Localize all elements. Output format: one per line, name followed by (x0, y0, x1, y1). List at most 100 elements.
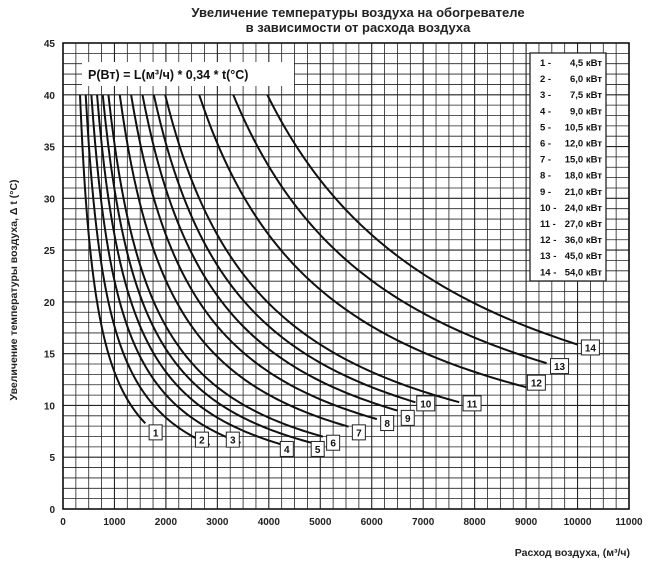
legend-label: 15,0 кВт (565, 155, 603, 166)
curve-label-12: 12 (526, 374, 546, 391)
legend-label: 9,0 кВт (570, 106, 602, 117)
chart-title-line1: Увеличение температуры воздуха на обогре… (191, 5, 524, 20)
curve-label-3: 3 (225, 431, 240, 448)
curve-10 (152, 94, 416, 404)
legend-number: 3 - (540, 90, 551, 101)
legend-label: 10,5 кВт (565, 122, 603, 133)
legend-label: 12,0 кВт (565, 139, 603, 150)
curve-7 (118, 94, 349, 428)
curve-label-text: 13 (554, 362, 566, 373)
x-axis-label: Расход воздуха, (м³/ч) (515, 547, 630, 559)
x-tick-label: 11000 (615, 517, 643, 528)
legend-label: 7,5 кВт (570, 90, 602, 101)
x-tick-label: 4000 (258, 517, 281, 528)
legend-entry-12: 12 - 36,0 кВт (540, 235, 602, 246)
legend-number: 7 - (540, 155, 551, 166)
curve-label-text: 12 (531, 379, 543, 390)
legend-entry-11: 11 - 27,0 кВт (540, 219, 602, 230)
curves (79, 94, 578, 447)
legend-number: 6 - (540, 139, 551, 150)
x-tick-label: 2000 (155, 517, 178, 528)
y-tick-label: 25 (44, 246, 56, 257)
legend-label: 21,0 кВт (565, 187, 603, 198)
y-tick-label: 10 (44, 401, 56, 412)
curve-label-text: 1 (153, 428, 159, 439)
curve-label-text: 10 (420, 399, 432, 410)
legend: 1 - 4,5 кВт 2 - 6,0 кВт 3 - 7,5 кВт 4 - 9,0 кВт… (529, 52, 607, 282)
legend-number: 11 - (540, 219, 556, 230)
curve-label-14: 14 (580, 339, 600, 356)
y-tick-label: 0 (49, 505, 55, 516)
y-axis-label: Увеличение температуры воздуха, Δ t (°С) (8, 179, 20, 400)
legend-label: 24,0 кВт (565, 203, 603, 214)
curve-label-5: 5 (310, 440, 325, 457)
curve-label-7: 7 (351, 424, 366, 441)
x-tick-label: 10000 (564, 517, 592, 528)
curve-9 (141, 94, 398, 412)
legend-entry-1: 1 - 4,5 кВт (540, 58, 602, 69)
curve-label-text: 9 (405, 414, 411, 425)
legend-entry-10: 10 - 24,0 кВт (540, 203, 602, 214)
curve-6 (107, 94, 324, 438)
curve-label-10: 10 (416, 395, 436, 412)
curve-label-2: 2 (194, 431, 209, 448)
curve-11 (164, 94, 460, 404)
x-tick-label: 6000 (361, 517, 384, 528)
curve-label-text: 7 (356, 428, 362, 439)
curve-3 (90, 94, 241, 444)
formula-box: P(Вт) = L(м³/ч) * 0,34 * t(°С) (82, 62, 294, 86)
x-tick-label: 5000 (309, 517, 332, 528)
legend-label: 45,0 кВт (565, 251, 603, 262)
curve-1 (79, 94, 147, 425)
curve-label-text: 8 (384, 419, 390, 430)
curve-label-1: 1 (148, 424, 163, 441)
legend-number: 13 - (540, 251, 556, 262)
curve-5 (101, 94, 316, 445)
legend-entry-4: 4 - 9,0 кВт (540, 106, 602, 117)
legend-number: 2 - (540, 74, 551, 85)
legend-number: 5 - (540, 122, 551, 133)
curve-label-13: 13 (550, 358, 570, 375)
legend-entry-2: 2 - 6,0 кВт (540, 74, 602, 85)
curve-12 (198, 94, 527, 389)
legend-number: 1 - (540, 58, 551, 69)
curve-label-text: 2 (199, 436, 205, 447)
legend-entry-9: 9 - 21,0 кВт (540, 187, 602, 198)
legend-label: 54,0 кВт (565, 267, 603, 278)
curve-8 (130, 94, 378, 421)
legend-entry-5: 5 - 10,5 кВт (540, 122, 602, 133)
legend-entry-14: 14 - 54,0 кВт (540, 267, 602, 278)
formula-text: P(Вт) = L(м³/ч) * 0,34 * t(°С) (88, 68, 248, 82)
y-tick-label: 30 (44, 194, 56, 205)
y-tick-label: 45 (44, 39, 56, 50)
curve-14 (266, 94, 578, 346)
legend-entry-8: 8 - 18,0 кВт (540, 171, 602, 182)
curve-label-text: 4 (284, 445, 290, 456)
x-tick-label: 9000 (515, 517, 538, 528)
legend-entry-7: 7 - 15,0 кВт (540, 155, 602, 166)
curve-label-text: 6 (330, 439, 336, 450)
curve-label-8: 8 (380, 415, 395, 432)
x-tick-label: 3000 (206, 517, 229, 528)
y-tick-label: 5 (49, 453, 55, 464)
y-tick-label: 35 (44, 143, 56, 154)
curve-label-text: 11 (467, 399, 478, 410)
curve-label-11: 11 (462, 395, 482, 412)
legend-number: 12 - (540, 235, 556, 246)
y-tick-label: 40 (44, 91, 56, 102)
plot-frame (62, 42, 630, 510)
curve-label-text: 3 (230, 436, 236, 447)
curve-13 (232, 94, 547, 365)
y-tick-label: 15 (44, 350, 56, 361)
legend-label: 6,0 кВт (570, 74, 602, 85)
legend-entry-3: 3 - 7,5 кВт (540, 90, 602, 101)
curve-4 (96, 94, 285, 447)
axes (62, 42, 630, 510)
tick-labels: 0 1000 2000 3000 4000 5000 6000 7000 8000 9000 100… (44, 39, 643, 528)
legend-entry-6: 6 - 12,0 кВт (540, 139, 602, 150)
curve-label-text: 14 (585, 343, 597, 354)
curve-label-9: 9 (400, 409, 415, 426)
y-tick-label: 20 (44, 298, 56, 309)
